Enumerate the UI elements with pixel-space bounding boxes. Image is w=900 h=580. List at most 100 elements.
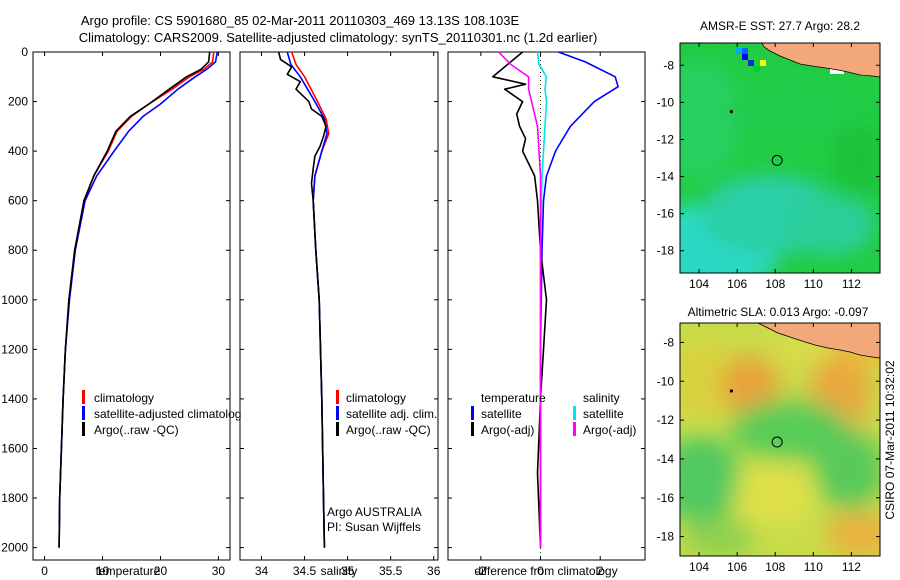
- plot-frame: [32, 51, 231, 561]
- sst-map-title: AMSR-E SST: 27.7 Argo: 28.2: [700, 19, 860, 33]
- y-tick-label: 1800: [1, 491, 28, 505]
- map-y-tick-label: -16: [657, 491, 675, 505]
- x-tick-label: 30: [212, 564, 226, 578]
- legend-swatch-satellite-adj: [336, 406, 339, 420]
- series-line-argo-adj-: [491, 51, 548, 548]
- map-y-tick-label: -18: [657, 244, 675, 258]
- map-x-tick-label: 106: [727, 560, 747, 574]
- legend-label-climatology: climatology: [346, 391, 406, 405]
- temperature-legend: climatology satellite-adjusted climatolo…: [82, 390, 241, 437]
- map-x-tick-label: 104: [689, 277, 709, 291]
- series-line-satellite-adj-clim-: [286, 51, 328, 548]
- x-tick-label: 36: [427, 564, 441, 578]
- legend-label-satellite-adjusted: satellite-adjusted climatolog: [94, 407, 241, 421]
- x-tick-label: 34: [255, 564, 269, 578]
- y-tick-label: 1400: [1, 392, 28, 406]
- y-tick-label: 600: [8, 194, 28, 208]
- map-x-tick-label: 108: [765, 277, 785, 291]
- series-line-argo-raw-qc-: [58, 51, 211, 548]
- x-tick-label: 35.5: [379, 564, 403, 578]
- plot-frame: [447, 51, 646, 561]
- map-y-tick-label: -10: [657, 95, 675, 109]
- credit-pi: PI: Susan Wijffels: [327, 520, 421, 534]
- difference-panel: -2 0 2: [447, 51, 646, 578]
- map-y-tick-label: -10: [657, 374, 675, 388]
- y-tick-label: 2000: [1, 541, 28, 555]
- salinity-panel: 34 34.5 35 35.5 36: [239, 51, 441, 578]
- legend-swatch-satellite-adjusted: [82, 406, 85, 420]
- plot-frame: [239, 51, 439, 561]
- legend-swatch-argo: [82, 422, 85, 436]
- salinity-xlabel: salinity: [321, 564, 358, 578]
- legend-swatch-sal-satellite: [573, 406, 576, 420]
- y-tick-label: 0: [21, 45, 28, 59]
- map-x-tick-label: 106: [727, 277, 747, 291]
- x-tick-label: 10: [96, 564, 110, 578]
- y-tick-label: 400: [8, 144, 28, 158]
- legend-label-satellite-adj: satellite adj. clim.: [346, 407, 437, 421]
- map-x-tick-label: 112: [842, 277, 861, 291]
- temperature-xlabel: temperature: [96, 564, 161, 578]
- credit-argo-australia: Argo AUSTRALIA: [327, 505, 422, 519]
- series-line-satellite-adjusted-climatolog: [58, 51, 219, 548]
- legend-title-salinity: salinity: [583, 391, 620, 405]
- map-x-tick-label: 110: [804, 277, 823, 291]
- x-tick-label: 20: [154, 564, 168, 578]
- y-tick-label: 1600: [1, 441, 28, 455]
- sla-map-title: Altimetric SLA: 0.013 Argo: -0.097: [688, 305, 869, 319]
- map-y-tick-label: -8: [663, 58, 674, 72]
- map-y-tick-label: -12: [657, 132, 675, 146]
- figure-subtitle: Climatology: CARS2009. Satellite-adjuste…: [79, 30, 598, 45]
- map-x-tick-label: 112: [842, 560, 861, 574]
- map-y-tick-label: -8: [663, 335, 674, 349]
- difference-legend: temperature salinity satellite Argo(-adj…: [471, 391, 636, 437]
- y-tick-label: 1000: [1, 293, 28, 307]
- map-frame: [679, 42, 881, 274]
- x-tick-label: 35: [341, 564, 355, 578]
- legend-swatch-climatology: [336, 390, 339, 404]
- map-y-tick-label: -12: [657, 413, 675, 427]
- x-tick-label: -2: [475, 564, 486, 578]
- sla-map-image: [680, 323, 880, 556]
- temperature-panel: 0 10 20 30 0 200 400 600 800 1000 1200 1400 1600 1800…: [1, 45, 231, 578]
- legend-label-argo: Argo(..raw -QC): [94, 423, 179, 437]
- legend-swatch-argo: [336, 422, 339, 436]
- x-tick-label: 2: [597, 564, 604, 578]
- map-y-tick-label: -18: [657, 530, 675, 544]
- series-line-argo-adj-: [498, 51, 542, 548]
- map-frame: [679, 322, 881, 557]
- x-tick-label: 34.5: [293, 564, 317, 578]
- legend-label-argo: Argo(..raw -QC): [346, 423, 431, 437]
- island-dot-marker: [729, 110, 734, 114]
- series-line-climatology: [58, 51, 215, 548]
- map-x-tick-label: 108: [765, 560, 785, 574]
- legend-label-sal-argo: Argo(-adj): [583, 423, 636, 437]
- map-y-tick-label: -16: [657, 207, 675, 221]
- map-x-tick-label: 110: [804, 560, 823, 574]
- legend-swatch-temp-argo: [471, 422, 474, 436]
- y-tick-label: 1200: [1, 342, 28, 356]
- legend-label-sal-satellite: satellite: [583, 407, 624, 421]
- sst-land-coast: [761, 42, 881, 78]
- csiro-timestamp: CSIRO 07-Mar-2011 10:32:02: [883, 360, 897, 520]
- legend-label-climatology: climatology: [94, 391, 154, 405]
- y-tick-label: 200: [8, 95, 28, 109]
- legend-label-temp-argo: Argo(-adj): [481, 423, 534, 437]
- legend-title-temperature: temperature: [481, 391, 546, 405]
- sla-land-coast: [757, 322, 881, 359]
- series-line-argo-raw-qc-: [277, 51, 327, 548]
- difference-xlabel: difference from climatology: [474, 564, 617, 578]
- series-line-satellite: [539, 51, 619, 548]
- argo-position-marker: [771, 154, 783, 166]
- sla-map-panel: 104 106 108 110 112 -8 -10 -12 -14 -16 -18: [657, 322, 881, 574]
- legend-swatch-climatology: [82, 390, 85, 404]
- map-y-tick-label: -14: [657, 452, 675, 466]
- legend-swatch-temp-satellite: [471, 406, 474, 420]
- x-tick-label: 0: [537, 564, 544, 578]
- legend-label-temp-satellite: satellite: [481, 407, 522, 421]
- x-tick-label: 0: [41, 564, 48, 578]
- y-tick-label: 800: [8, 243, 28, 257]
- figure-title: Argo profile: CS 5901680_85 02-Mar-2011 …: [81, 13, 520, 28]
- sst-map-panel: 104 106 108 110 112 -8 -10 -12 -14 -16 -18: [657, 42, 881, 291]
